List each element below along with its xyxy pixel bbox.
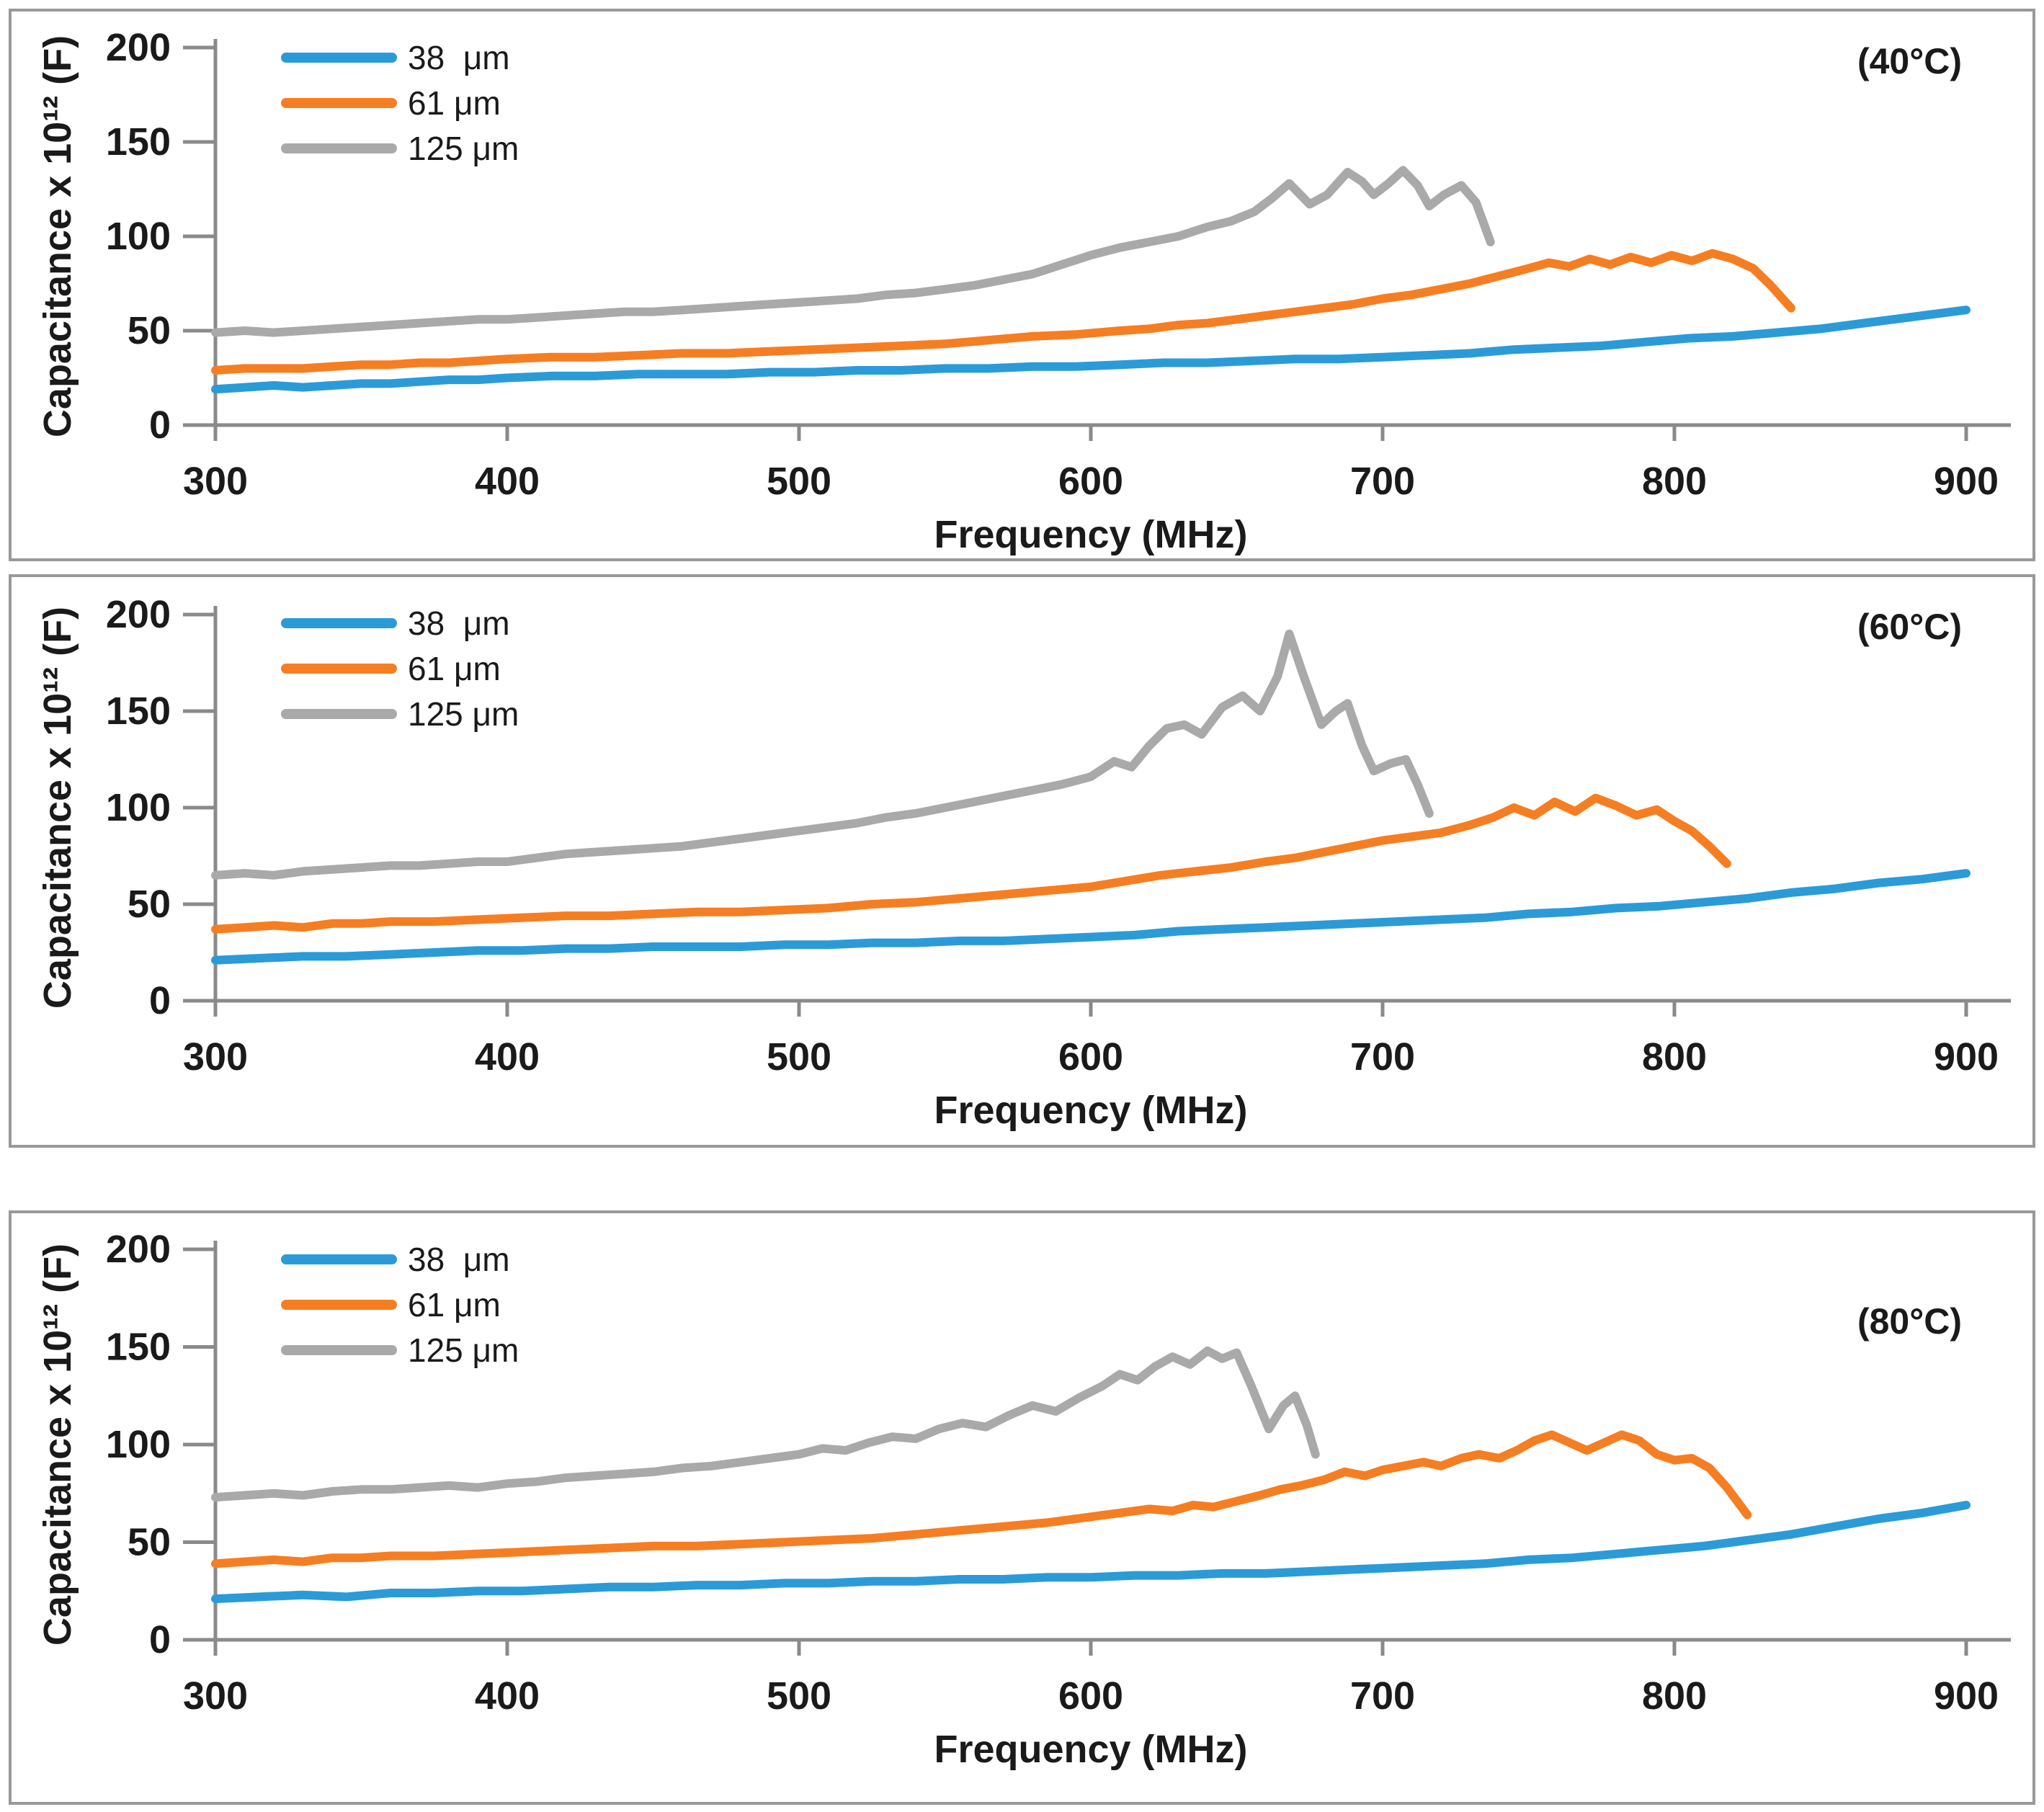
- legend-swatch: [281, 1300, 397, 1310]
- x-tick-label: 800: [1642, 1035, 1707, 1079]
- chart-panel-60c: 0 50 100 150 200 300 400 500 600 700 800 900 Frequen…: [9, 574, 2035, 1148]
- legend-label: 61 μm: [408, 650, 501, 687]
- legend-label: 61 μm: [408, 84, 501, 122]
- y-axis-title: Capacitance x 10¹² (F): [36, 35, 79, 437]
- x-tick-label: 900: [1934, 460, 1999, 503]
- series-line: [211, 1501, 1971, 1604]
- y-tick-label: 100: [106, 215, 171, 258]
- legend-swatch: [281, 53, 397, 63]
- legend-label: 38 μm: [408, 1241, 510, 1278]
- y-tick-label: 50: [128, 309, 171, 352]
- x-tick-label: 600: [1058, 1035, 1123, 1079]
- x-tick-label: 400: [475, 1035, 540, 1079]
- series-line: [211, 1346, 1320, 1502]
- y-tick-label: 150: [106, 689, 171, 733]
- series-line: [211, 629, 1434, 880]
- series-line: [211, 793, 1731, 934]
- x-tick-label: 700: [1350, 460, 1415, 503]
- y-axis-title: Capacitance x 10¹² (F): [36, 1244, 79, 1646]
- series-line: [211, 305, 1971, 394]
- chart-panel-80c: 0 50 100 150 200 300 400 500 600 700 800 900 Frequen…: [9, 1210, 2035, 1805]
- legend-swatch: [281, 618, 397, 628]
- x-tick-label: 700: [1350, 1035, 1415, 1079]
- x-axis-title: Frequency (MHz): [934, 1728, 1247, 1771]
- x-tick-label: 600: [1058, 460, 1123, 503]
- y-tick-label: 100: [106, 1423, 171, 1466]
- legend-swatch: [281, 1345, 397, 1355]
- legend-label: 125 μm: [408, 130, 519, 167]
- chart-60c: 0 50 100 150 200 300 400 500 600 700 800 900 Frequen…: [36, 593, 2011, 1132]
- x-tick-label: 300: [183, 1674, 248, 1718]
- chart-80c: 0 50 100 150 200 300 400 500 600 700 800 900 Frequen…: [36, 1228, 2011, 1771]
- y-tick-label: 200: [106, 593, 171, 636]
- x-tick-label: 900: [1934, 1035, 1999, 1079]
- y-tick-label: 200: [106, 1228, 171, 1271]
- legend-swatch: [281, 664, 397, 674]
- legend-label: 125 μm: [408, 695, 519, 733]
- x-tick-label: 400: [475, 460, 540, 503]
- series-line: [211, 1430, 1752, 1568]
- y-tick-label: 150: [106, 1326, 171, 1369]
- x-axis-title: Frequency (MHz): [934, 513, 1247, 556]
- x-tick-label: 700: [1350, 1674, 1415, 1718]
- x-tick-label: 800: [1642, 460, 1707, 503]
- x-axis-title: Frequency (MHz): [934, 1089, 1247, 1132]
- legend-label: 125 μm: [408, 1331, 519, 1369]
- series-line: [211, 166, 1495, 337]
- x-tick-label: 300: [183, 1035, 248, 1079]
- y-tick-label: 50: [128, 883, 171, 926]
- temperature-label: (80°C): [1857, 1301, 1962, 1342]
- x-tick-label: 400: [475, 1674, 540, 1718]
- y-tick-label: 0: [149, 1618, 171, 1661]
- temperature-label: (60°C): [1857, 607, 1962, 647]
- x-tick-label: 800: [1642, 1674, 1707, 1718]
- chart-panel-40c: 0 50 100 150 200 300 400 500 600 700 800 900 Frequen…: [9, 9, 2035, 561]
- temperature-label: (40°C): [1857, 41, 1962, 81]
- legend-label: 38 μm: [408, 39, 510, 76]
- x-tick-label: 600: [1058, 1674, 1123, 1718]
- y-tick-label: 200: [106, 26, 171, 69]
- series-line: [211, 249, 1795, 375]
- series-line: [211, 869, 1971, 965]
- legend-swatch: [281, 143, 397, 153]
- y-tick-label: 50: [128, 1521, 171, 1564]
- x-tick-label: 900: [1934, 1674, 1999, 1718]
- y-tick-label: 150: [106, 120, 171, 164]
- y-tick-label: 0: [149, 403, 171, 447]
- legend-swatch: [281, 98, 397, 108]
- x-tick-label: 500: [767, 460, 831, 503]
- x-tick-label: 500: [767, 1035, 831, 1079]
- x-tick-label: 500: [767, 1674, 831, 1718]
- legend-swatch: [281, 709, 397, 719]
- legend-label: 61 μm: [408, 1286, 501, 1324]
- x-tick-label: 300: [183, 460, 248, 503]
- y-axis-title: Capacitance x 10¹² (F): [36, 607, 79, 1009]
- legend-swatch: [281, 1254, 397, 1264]
- legend-label: 38 μm: [408, 604, 510, 642]
- y-tick-label: 0: [149, 979, 171, 1022]
- chart-40c: 0 50 100 150 200 300 400 500 600 700 800 900 Frequen…: [36, 26, 2011, 556]
- y-tick-label: 100: [106, 786, 171, 829]
